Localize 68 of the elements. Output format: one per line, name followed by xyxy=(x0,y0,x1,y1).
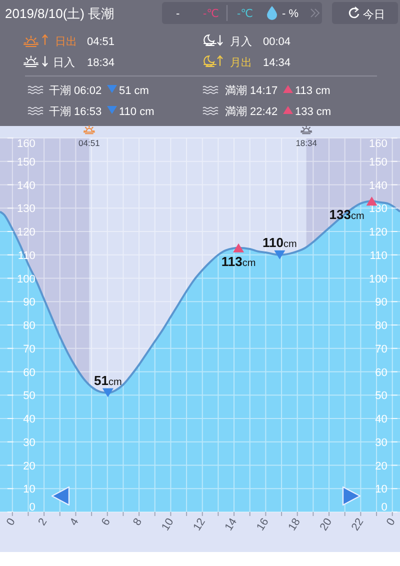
y2tick-label: 90 xyxy=(375,296,388,309)
y2tick-label: 150 xyxy=(369,156,388,168)
y2tick-label: 160 xyxy=(369,138,388,150)
y2tick-label: 0 xyxy=(381,502,388,514)
ytick-label: 90 xyxy=(23,296,36,309)
xtick-label: 14 xyxy=(222,516,240,533)
title: 2019/8/10(土) 長潮 xyxy=(5,6,114,21)
y2tick-label: 100 xyxy=(369,273,388,286)
ytick-label: 80 xyxy=(23,320,36,332)
xtick-label: 18 xyxy=(286,516,303,533)
annotation: 51 cm xyxy=(119,85,149,97)
annotation: 00:04 xyxy=(263,36,291,48)
ytick-label: 40 xyxy=(23,414,36,426)
annotation: 満潮 14:17 xyxy=(225,85,278,97)
annotation: 110 cm xyxy=(119,106,154,118)
y2tick-label: 110 xyxy=(370,250,388,262)
y2tick-label: 140 xyxy=(369,180,388,192)
ytick-label: 50 xyxy=(23,390,36,402)
y2tick-label: 50 xyxy=(375,390,388,402)
xtick-label: 2 xyxy=(36,516,50,528)
annotation: -℃ xyxy=(237,8,254,20)
ytick-label: 120 xyxy=(17,226,36,238)
ytick-label: 130 xyxy=(17,203,36,216)
xtick-label: 16 xyxy=(254,516,272,533)
annotation: 14:34 xyxy=(263,57,291,69)
xtick-label: 8 xyxy=(131,516,145,528)
annotation: 月入 xyxy=(230,36,252,48)
y2tick-label: 130 xyxy=(369,203,388,216)
xtick-label: 0 xyxy=(4,516,18,528)
ytick-label: 10 xyxy=(23,484,36,496)
y2tick-label: 20 xyxy=(375,460,388,472)
annotation: - xyxy=(176,8,180,20)
annotation: 日出 xyxy=(55,36,77,48)
annotation: 日入 xyxy=(53,57,75,69)
annotation: 18:34 xyxy=(87,57,115,69)
ytick-label: 140 xyxy=(17,180,36,192)
ytick-label: 20 xyxy=(23,460,36,472)
annotation: 干潮 06:02 xyxy=(49,85,102,97)
annotation: 04:51 xyxy=(87,36,115,48)
xtick-label: 12 xyxy=(191,516,208,533)
ytick-label: 60 xyxy=(23,366,36,379)
annotation: 133 cm xyxy=(295,106,332,118)
annotation: -℃ xyxy=(203,8,220,20)
ytick-label: 100 xyxy=(17,273,36,286)
xtick-label: 10 xyxy=(160,516,176,533)
xtick-label: 6 xyxy=(100,516,113,528)
y2tick-label: 120 xyxy=(369,226,388,238)
annotation: 満潮 22:42 xyxy=(225,106,278,118)
annotation: 今日 xyxy=(363,9,385,21)
y2tick-label: 70 xyxy=(375,343,388,356)
xtick-label: 20 xyxy=(318,516,335,533)
y2tick-label: 80 xyxy=(375,320,388,332)
xtick-label: 4 xyxy=(68,516,82,528)
ytick-label: 160 xyxy=(17,138,36,150)
ytick-label: 30 xyxy=(23,436,36,449)
annotation: 月出 xyxy=(230,57,252,69)
annotation: 113 cm xyxy=(295,85,330,97)
y2tick-label: 40 xyxy=(375,414,388,426)
ytick-label: 0 xyxy=(29,502,36,514)
ytick-label: 70 xyxy=(23,343,36,356)
annotation: - % xyxy=(282,8,298,20)
y2tick-label: 10 xyxy=(375,484,388,496)
ytick-label: 150 xyxy=(17,156,36,168)
y2tick-label: 30 xyxy=(375,436,388,449)
annotation: 干潮 16:53 xyxy=(49,106,102,118)
xtick-label: 22 xyxy=(350,516,366,533)
y2tick-label: 60 xyxy=(375,366,388,379)
xtick-label: 0 xyxy=(384,516,398,528)
